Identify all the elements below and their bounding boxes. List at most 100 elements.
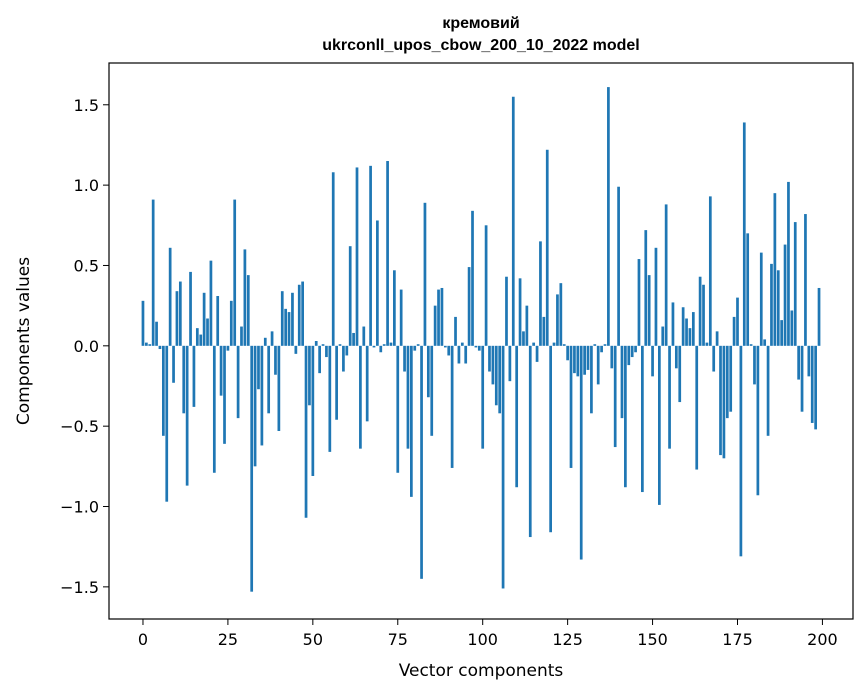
- bar-92: [454, 316, 457, 346]
- y-tick-label: 1.5: [74, 96, 99, 115]
- x-tick-label: 0: [138, 630, 148, 649]
- bar-62: [352, 332, 355, 346]
- bar-98: [474, 345, 478, 348]
- bar-115: [532, 342, 536, 346]
- bar-142: [624, 345, 627, 488]
- x-axis-label: Vector components: [399, 661, 564, 681]
- bar-172: [725, 345, 729, 419]
- bar-144: [630, 345, 634, 358]
- bar-0: [141, 300, 145, 346]
- bar-116: [535, 345, 539, 362]
- bar-114: [528, 345, 532, 538]
- bar-163: [695, 345, 699, 470]
- bar-146: [637, 259, 641, 346]
- bar-29: [240, 326, 243, 346]
- x-tick-label: 200: [807, 630, 838, 649]
- bar-65: [362, 326, 366, 346]
- bar-99: [477, 345, 481, 351]
- bar-187: [776, 270, 780, 346]
- bar-6: [162, 345, 165, 436]
- bar-141: [620, 345, 624, 419]
- bar-30: [243, 249, 247, 346]
- bar-25: [226, 345, 230, 351]
- bar-192: [793, 222, 797, 346]
- bar-41: [280, 291, 284, 346]
- bar-63: [355, 167, 359, 346]
- bar-129: [579, 345, 583, 560]
- bar-16: [195, 328, 199, 346]
- bar-133: [593, 344, 597, 346]
- bar-86: [433, 305, 437, 346]
- bar-79: [410, 345, 413, 497]
- bar-18: [202, 292, 206, 346]
- bar-26: [229, 300, 233, 346]
- bar-8: [168, 247, 172, 346]
- bar-196: [807, 345, 811, 377]
- bar-186: [773, 193, 777, 346]
- y-tick-label: −1.5: [60, 578, 99, 597]
- bar-174: [732, 316, 736, 346]
- bar-73: [389, 342, 393, 346]
- bar-171: [722, 345, 726, 459]
- bar-60: [345, 345, 349, 356]
- bar-12: [182, 345, 186, 414]
- y-tick-label: 1.0: [74, 176, 99, 195]
- bar-151: [654, 247, 658, 346]
- bar-124: [562, 344, 566, 346]
- bar-156: [671, 302, 675, 346]
- bar-series: [141, 87, 821, 592]
- y-tick-label: −0.5: [60, 417, 99, 436]
- bar-160: [685, 318, 688, 346]
- bar-117: [539, 241, 542, 346]
- bar-93: [457, 345, 461, 364]
- bar-118: [542, 316, 546, 346]
- bar-123: [559, 283, 563, 346]
- bar-74: [393, 270, 396, 346]
- bar-185: [770, 263, 773, 346]
- bar-150: [651, 345, 654, 377]
- bar-35: [260, 345, 264, 446]
- bar-103: [491, 345, 495, 385]
- bar-127: [573, 345, 576, 374]
- bar-45: [294, 345, 298, 354]
- bar-27: [233, 199, 237, 346]
- bar-179: [749, 344, 753, 346]
- bar-56: [331, 172, 335, 346]
- y-tick-label: −1.0: [60, 498, 99, 517]
- bar-33: [253, 345, 257, 467]
- bar-82: [420, 345, 423, 579]
- bar-125: [566, 345, 569, 361]
- bar-28: [236, 345, 240, 419]
- bar-57: [335, 345, 338, 420]
- bar-9: [172, 345, 175, 383]
- y-tick-label: 0.5: [74, 256, 99, 275]
- x-tick-label: 175: [722, 630, 753, 649]
- bar-149: [647, 275, 651, 346]
- bar-91: [450, 345, 454, 468]
- bar-104: [494, 345, 498, 406]
- bar-3: [151, 199, 155, 346]
- bar-13: [185, 345, 189, 486]
- bar-78: [406, 345, 410, 449]
- bar-153: [661, 326, 665, 346]
- bar-4: [155, 321, 158, 346]
- bar-159: [681, 307, 685, 346]
- bar-173: [729, 345, 733, 412]
- bar-138: [610, 345, 614, 369]
- bar-70: [379, 345, 383, 353]
- x-tick-label: 150: [637, 630, 668, 649]
- bar-170: [719, 345, 722, 456]
- bar-168: [712, 345, 716, 372]
- bar-137: [607, 87, 610, 346]
- bar-180: [753, 345, 756, 385]
- bar-122: [556, 294, 559, 346]
- bar-128: [576, 345, 580, 377]
- bar-22: [216, 296, 220, 346]
- bar-102: [488, 345, 491, 372]
- bar-182: [759, 252, 763, 346]
- bar-49: [308, 345, 311, 406]
- bar-134: [596, 345, 600, 385]
- bar-140: [617, 186, 620, 346]
- x-axis-ticks: 0 25 50 75 100 125 150 175 200: [138, 619, 838, 649]
